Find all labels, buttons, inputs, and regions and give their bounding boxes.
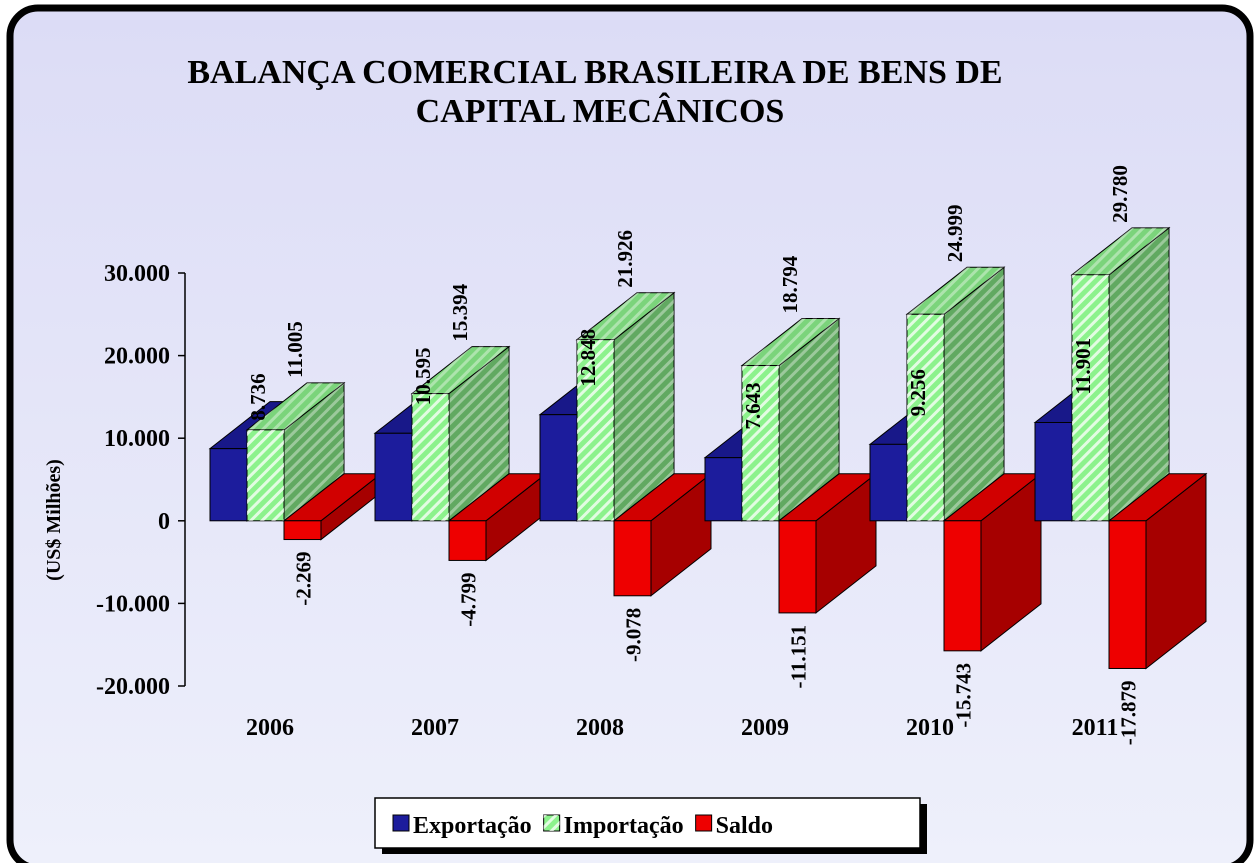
y-tick-label: 20.000 <box>104 344 170 370</box>
bar-side-shade <box>816 473 876 613</box>
y-axis-label: (US$ Milhões) <box>43 459 65 581</box>
bar-side-shade <box>321 473 381 540</box>
bar <box>778 520 817 614</box>
y-tick-label: 0 <box>158 509 170 535</box>
bar <box>539 414 578 522</box>
value-label: 24.999 <box>943 205 967 263</box>
legend-label: Saldo <box>716 813 773 839</box>
legend <box>374 797 921 849</box>
x-tick-label: 2008 <box>576 715 624 741</box>
value-label: -9.078 <box>622 608 646 662</box>
bar <box>1108 520 1147 669</box>
bar <box>943 520 982 652</box>
x-tick-label: 2007 <box>411 715 459 741</box>
bar <box>283 520 322 541</box>
value-label: 9.256 <box>906 369 930 416</box>
bar-hatch <box>412 393 449 521</box>
legend-swatch <box>392 814 410 832</box>
bar-top-shade <box>614 473 711 521</box>
chart-title: CAPITAL MECÂNICOS <box>416 92 785 130</box>
x-tick-label: 2009 <box>741 715 789 741</box>
bar-side-hatch <box>449 346 509 521</box>
value-label: 11.005 <box>283 321 307 378</box>
bar-hatch <box>907 314 944 521</box>
legend-swatch-hatch <box>543 815 560 831</box>
chart-title: BALANÇA COMERCIAL BRASILEIRA DE BENS DE <box>187 54 1002 91</box>
bar-top-hatch <box>1072 227 1169 275</box>
bar-side-hatch <box>614 292 674 521</box>
value-label: 18.794 <box>778 255 802 313</box>
x-tick-label: 2006 <box>246 715 294 741</box>
bar-side-hatch <box>1109 227 1169 521</box>
bar-hatch <box>247 429 284 521</box>
value-label: 29.780 <box>1108 165 1132 223</box>
bar <box>448 520 487 561</box>
bar-top-hatch <box>742 318 839 366</box>
value-label: -11.151 <box>787 625 811 689</box>
legend-label: Importação <box>564 813 684 839</box>
x-tick-label: 2010 <box>906 715 954 741</box>
bar <box>374 432 413 522</box>
legend-swatch <box>695 814 713 832</box>
value-label: 15.394 <box>448 283 472 341</box>
bar-top-shade <box>779 473 876 521</box>
bar-top-hatch <box>412 346 509 394</box>
bar-side-shade <box>1146 473 1206 669</box>
bar <box>209 448 248 522</box>
bar-top-shade <box>284 473 381 521</box>
bar-side-hatch <box>944 267 1004 521</box>
bar-top-hatch <box>577 292 674 340</box>
bar-top-shade <box>449 473 546 521</box>
bar <box>704 457 743 522</box>
value-label: -17.879 <box>1117 680 1141 745</box>
bar-top-hatch <box>907 267 1004 315</box>
bar-side-hatch <box>284 382 344 521</box>
y-tick-label: 30.000 <box>104 261 170 287</box>
bar <box>1034 421 1073 522</box>
bar-hatch <box>1072 274 1109 521</box>
x-tick-label: 2011 <box>1072 715 1119 741</box>
bar <box>869 443 908 522</box>
bar-top-shade <box>944 473 1041 521</box>
bar-side-shade <box>981 473 1041 651</box>
value-label: 10.595 <box>411 348 435 406</box>
bar-side-shade <box>651 473 711 596</box>
value-label: -15.743 <box>952 663 976 728</box>
y-tick-label: 10.000 <box>104 426 170 452</box>
bar-hatch <box>577 339 614 521</box>
y-tick-label: -10.000 <box>96 591 170 617</box>
value-label: -2.269 <box>292 552 316 606</box>
value-label: 7.643 <box>741 382 765 429</box>
value-label: 12.848 <box>576 329 600 387</box>
bar-side-shade <box>486 473 546 561</box>
value-label: 8.736 <box>246 373 270 420</box>
bar <box>613 520 652 597</box>
bar-side-hatch <box>779 318 839 521</box>
bar-top-shade <box>1109 473 1206 521</box>
value-label: 11.901 <box>1071 338 1095 395</box>
value-label: -4.799 <box>457 572 481 626</box>
value-label: 21.926 <box>613 230 637 288</box>
y-tick-label: -20.000 <box>96 674 170 700</box>
bar-top-hatch <box>247 382 344 430</box>
legend-label: Exportação <box>413 813 532 839</box>
bar-hatch <box>742 365 779 521</box>
